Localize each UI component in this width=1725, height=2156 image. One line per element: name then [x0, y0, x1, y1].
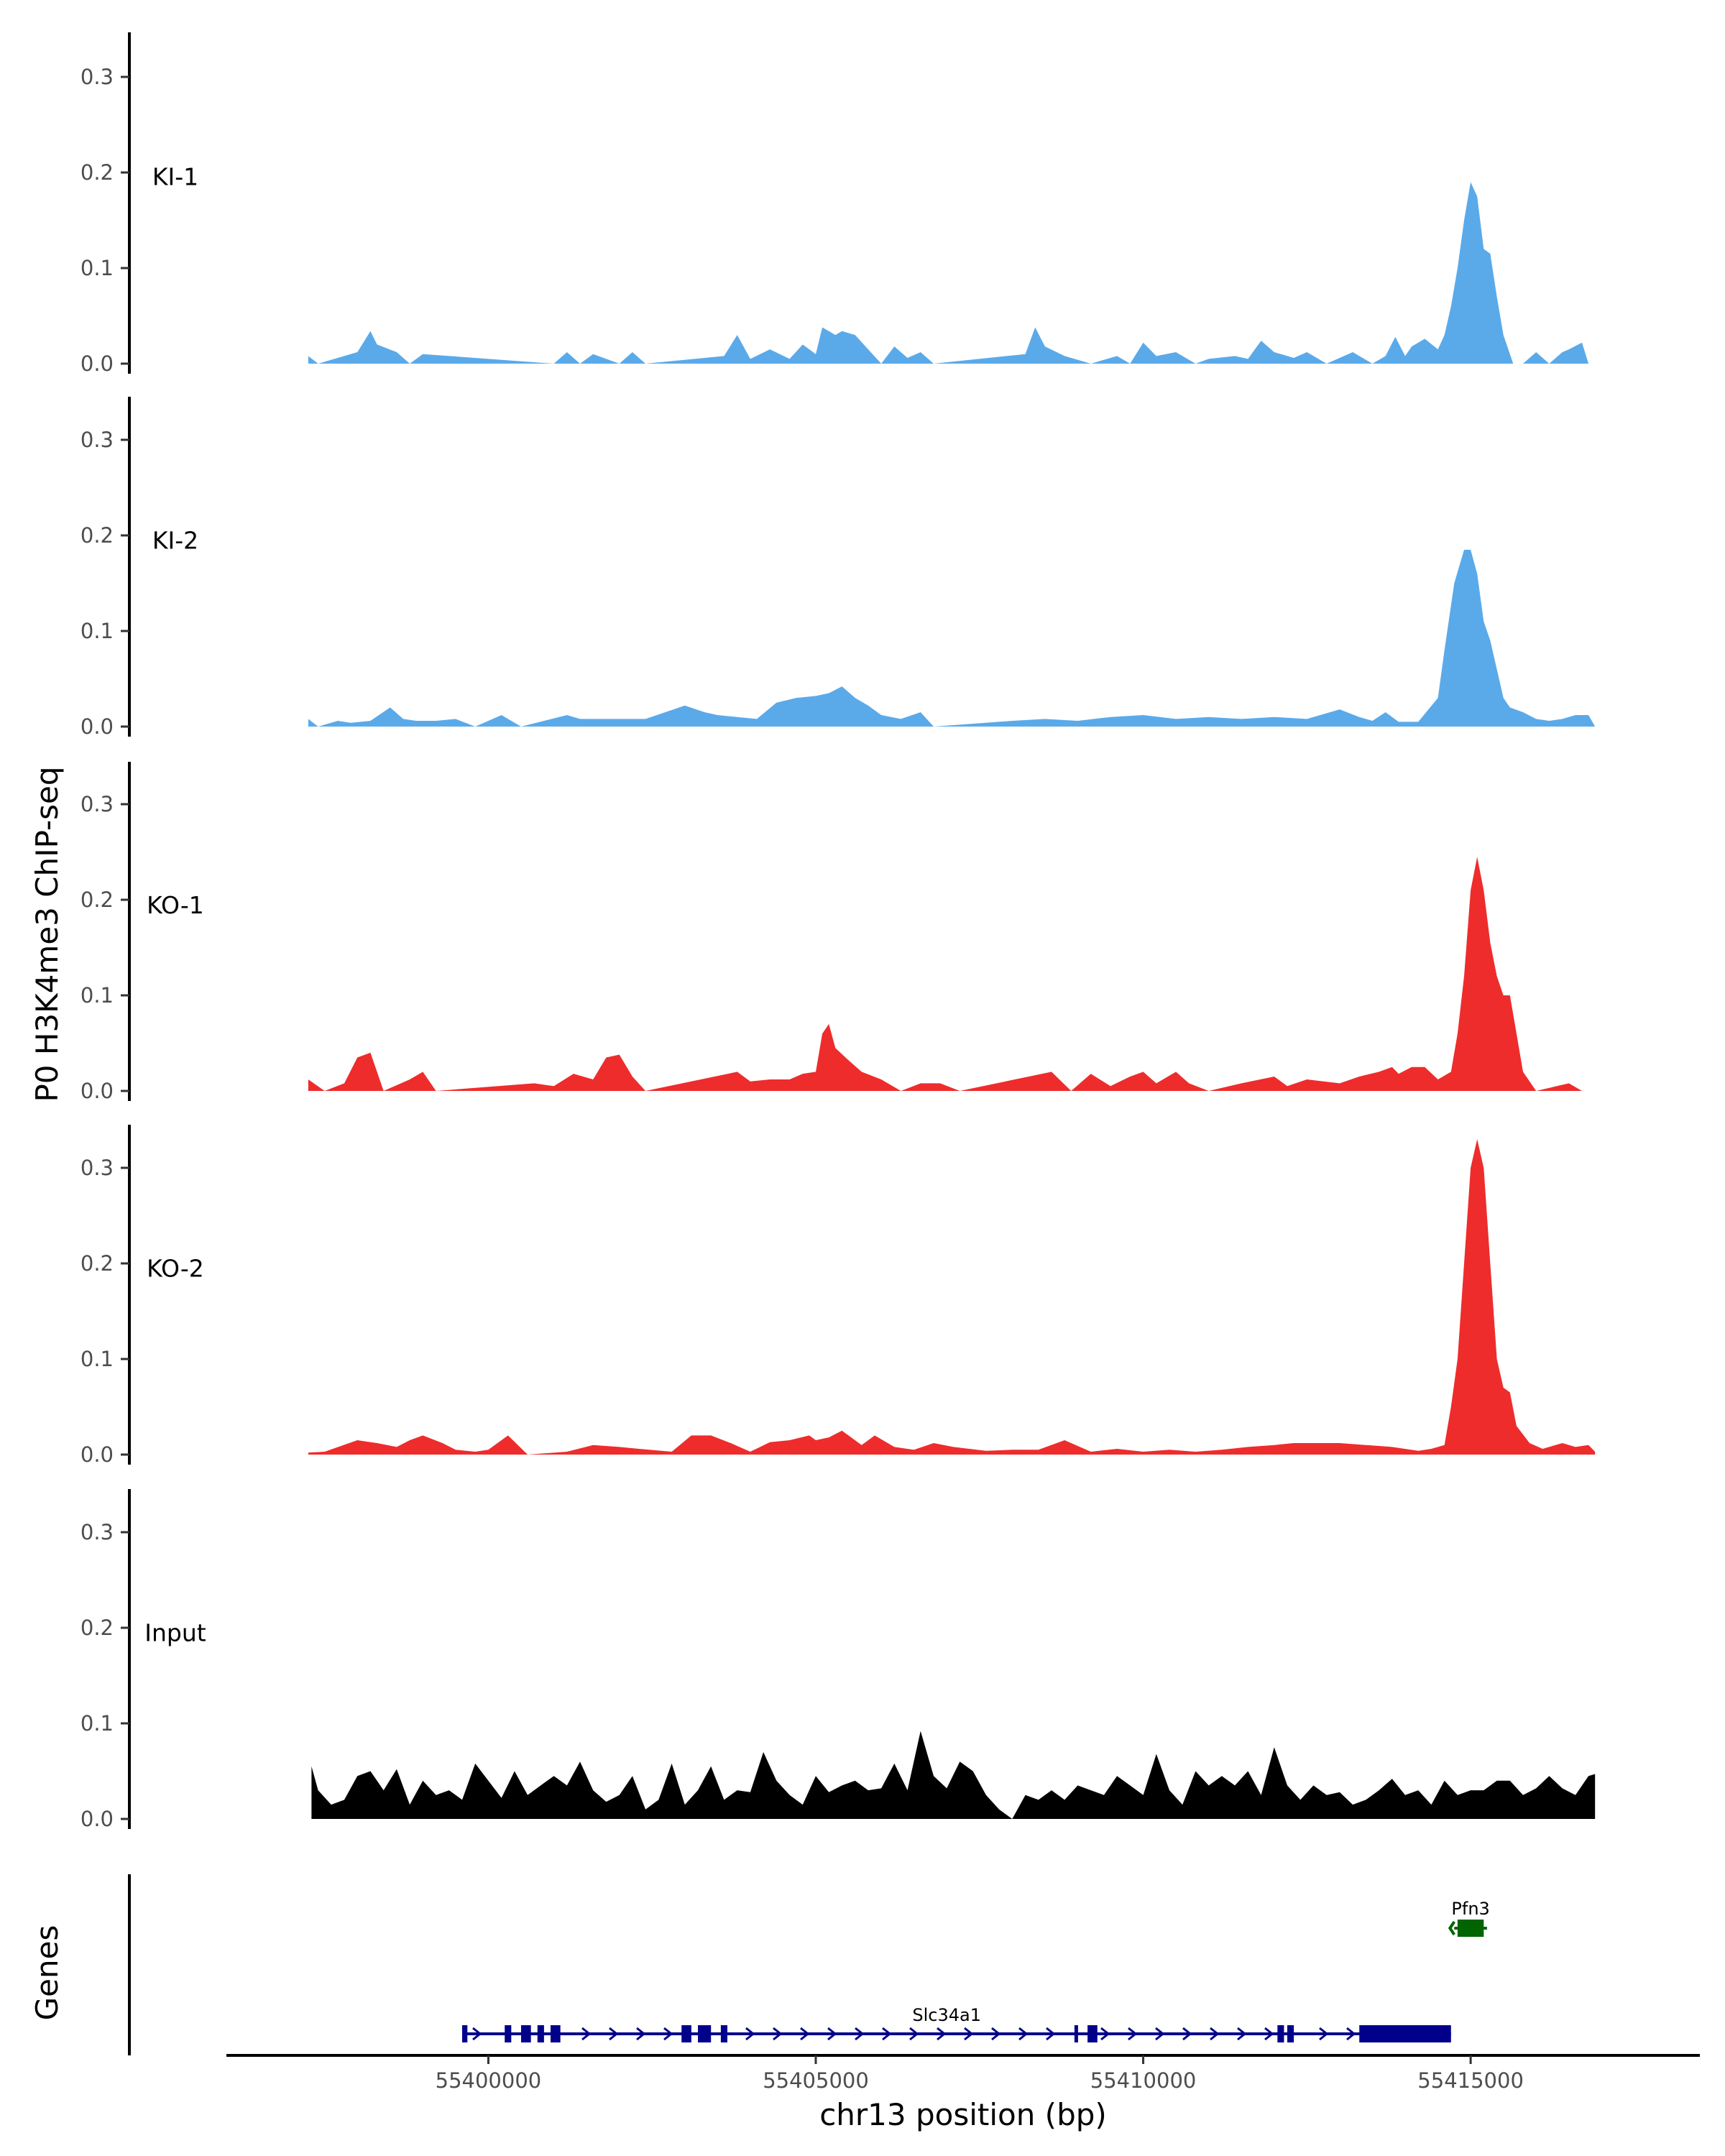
track-panel-ko-1: 0.0 0.1 0.2 0.3 KO-1	[80, 762, 1582, 1103]
strand-arrow	[1100, 2027, 1110, 2041]
track-label-input: Input	[144, 1619, 206, 1647]
strand-arrow	[991, 2027, 1001, 2041]
x-tick-label: 55405000	[763, 2068, 869, 2093]
track-label-ki-2: KI-2	[152, 527, 198, 555]
y-tick-label: 0.3	[80, 1156, 114, 1180]
gene-exon	[1287, 2025, 1294, 2042]
genes-axis-title: Genes	[29, 1925, 65, 2021]
y-tick-label: 0.2	[80, 160, 114, 185]
y-tick-label: 0.0	[80, 1807, 114, 1831]
gene-exon	[521, 2025, 531, 2042]
y-tick-label: 0.1	[80, 983, 114, 1008]
strand-arrow	[1182, 2027, 1192, 2041]
strand-arrow	[609, 2027, 619, 2041]
strand-arrow	[909, 2027, 919, 2041]
strand-arrow	[1264, 2027, 1274, 2041]
gene-exon	[462, 2025, 468, 2042]
track-panel-ko-2: 0.0 0.1 0.2 0.3 KO-2	[80, 1125, 1596, 1467]
x-tick-label: 55400000	[436, 2068, 542, 2093]
gene-exon	[551, 2025, 561, 2042]
x-tick-label: 55415000	[1417, 2068, 1524, 2093]
y-tick-label: 0.2	[80, 888, 114, 912]
y-tick-label: 0.3	[80, 792, 114, 816]
strand-arrow	[882, 2027, 892, 2041]
strand-arrow	[1210, 2027, 1220, 2041]
x-tick-label: 55410000	[1090, 2068, 1197, 2093]
gene-exon	[681, 2025, 691, 2042]
signal-area-ko-1	[308, 857, 1582, 1091]
y-tick-label: 0.2	[80, 523, 114, 548]
y-tick-label: 0.2	[80, 1616, 114, 1640]
y-tick-label: 0.3	[80, 428, 114, 452]
y-tick-label: 0.1	[80, 619, 114, 643]
strand-arrow	[1448, 1920, 1455, 1936]
y-tick-label: 0.1	[80, 1347, 114, 1371]
signal-area-ko-2	[308, 1139, 1596, 1455]
strand-arrow	[745, 2027, 755, 2041]
strand-arrow	[636, 2027, 646, 2041]
strand-arrow	[827, 2027, 837, 2041]
signal-area-ki-2	[308, 550, 1596, 727]
gene-exon	[1074, 2025, 1078, 2042]
y-tick-label: 0.0	[80, 714, 114, 739]
strand-arrow	[937, 2027, 947, 2041]
strand-arrow	[855, 2027, 865, 2041]
y-axis-title: P0 H3K4me3 ChIP-seq	[29, 766, 65, 1102]
track-label-ki-1: KI-1	[152, 163, 198, 191]
track-panel-ki-1: 0.0 0.1 0.2 0.3 KI-1	[80, 32, 1596, 376]
track-label-ko-1: KO-1	[147, 891, 204, 919]
x-axis-title: chr13 position (bp)	[819, 2097, 1107, 2132]
gene-exon	[698, 2025, 712, 2042]
strand-arrow	[800, 2027, 810, 2041]
y-tick-label: 0.0	[80, 1442, 114, 1467]
strand-arrow	[663, 2027, 673, 2041]
y-tick-label: 0.3	[80, 65, 114, 89]
gene-exon	[1277, 2025, 1284, 2042]
gene-exon	[720, 2025, 727, 2042]
genes-panel: 55400000 55405000 55410000 55415000 Slc34a1 P…	[128, 1874, 1700, 2093]
gene-pfn3: Pfn3	[1448, 1899, 1490, 1937]
y-tick-label: 0.3	[80, 1520, 114, 1544]
strand-arrow	[964, 2027, 974, 2041]
y-tick-label: 0.0	[80, 351, 114, 376]
track-panel-input: 0.0 0.1 0.2 0.3 Input	[80, 1489, 1596, 1831]
strand-arrow	[1018, 2027, 1029, 2041]
y-tick-label: 0.1	[80, 1711, 114, 1736]
track-label-ko-2: KO-2	[147, 1255, 204, 1283]
strand-arrow	[1319, 2027, 1329, 2041]
track-panel-ki-2: 0.0 0.1 0.2 0.3 KI-2	[80, 397, 1596, 739]
gene-exon	[1087, 2025, 1098, 2042]
strand-arrow	[1155, 2027, 1165, 2041]
gene-label: Pfn3	[1451, 1899, 1489, 1919]
signal-area-ki-1	[308, 182, 1596, 364]
y-tick-label: 0.2	[80, 1251, 114, 1276]
strand-arrow	[773, 2027, 783, 2041]
strand-arrow	[1046, 2027, 1056, 2041]
signal-area-input	[311, 1731, 1596, 1819]
strand-arrow	[1128, 2027, 1138, 2041]
gene-label: Slc34a1	[912, 2005, 981, 2025]
y-tick-label: 0.0	[80, 1079, 114, 1103]
gene-exon	[505, 2025, 512, 2042]
track-panels: 0.00.10.20.3KI-10.00.10.20.3KI-20.00.10.…	[80, 32, 1596, 1831]
gene-slc34a1: Slc34a1	[462, 2005, 1451, 2042]
gene-exon	[1457, 1920, 1484, 1937]
strand-arrow	[581, 2027, 592, 2041]
strand-arrow	[1346, 2027, 1356, 2041]
y-tick-label: 0.1	[80, 256, 114, 280]
gene-exon	[1359, 2025, 1451, 2042]
strand-arrow	[472, 2027, 482, 2041]
strand-arrow	[1237, 2027, 1247, 2041]
gene-exon	[537, 2025, 544, 2042]
